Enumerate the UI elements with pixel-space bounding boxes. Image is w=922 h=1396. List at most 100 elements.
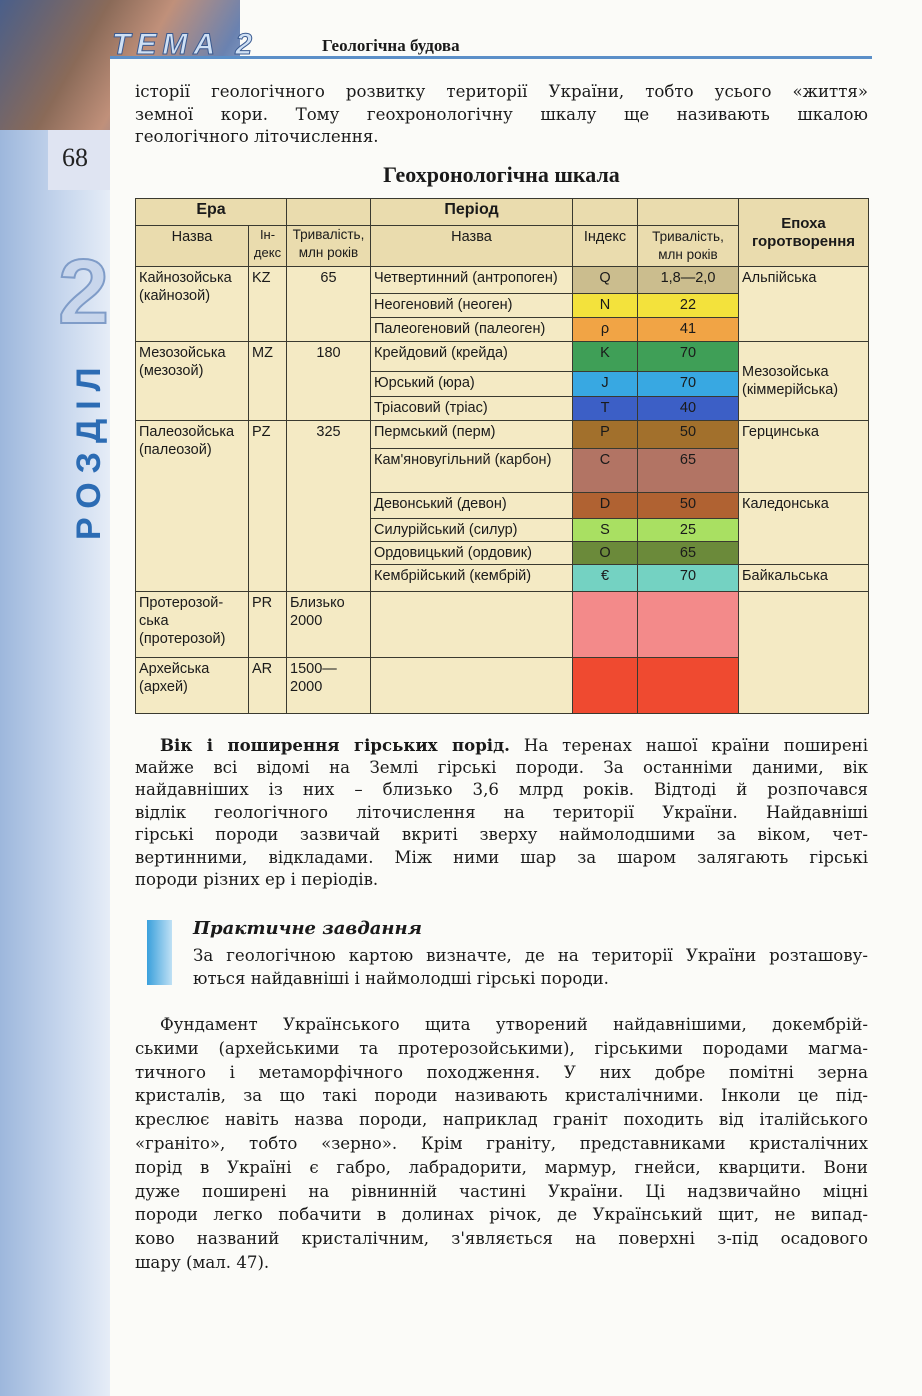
period-duration: 70	[637, 341, 739, 372]
era-index: AR	[248, 657, 287, 714]
header-empty	[572, 198, 638, 226]
practical-task-marker	[147, 920, 172, 985]
period-index: Q	[572, 266, 638, 294]
period-duration: 65	[637, 541, 739, 565]
era-index: PZ	[248, 420, 287, 592]
text-line: креслює навіть назва породи, наприклад г…	[135, 1110, 868, 1130]
text-line: порід в Україні є габро, лабрадорити, ма…	[135, 1157, 868, 1177]
shield-paragraph: Фундамент Українського щита утворений на…	[135, 1013, 868, 1275]
table-row: Кайнозойська (кайнозой) KZ 65 Четвертинний …	[135, 266, 869, 342]
text-line: майже всі відомі на Землі гірські породи…	[135, 757, 868, 777]
period-index-color	[572, 657, 638, 714]
era-duration: Близько 2000	[286, 591, 371, 658]
page-number-box	[48, 130, 110, 190]
table-row: Палеозойська (палеозой) PZ 325 Пермський (п…	[135, 420, 869, 592]
orogeny-epoch-empty	[738, 591, 869, 714]
header-period-name: Назва	[370, 225, 573, 267]
table-row: Юрський (юра) J 70	[136, 371, 869, 397]
text-line: Фундамент Українського щита утворений на…	[160, 1015, 868, 1034]
header-era: Ера	[135, 198, 287, 226]
period-name: Кембрійський (кембрій)	[370, 564, 573, 592]
period-name-empty	[370, 591, 573, 658]
intro-paragraph: історії геологічного розвитку території …	[135, 81, 868, 149]
rocks-paragraph: Вік і поширення гірських порід. На терен…	[135, 734, 868, 892]
text-line: дуже поширені на рівнинній частині Украї…	[135, 1181, 868, 1201]
header-epoch: Епоха горотворення	[738, 198, 869, 267]
period-name: Пермський (перм)	[370, 420, 573, 449]
period-index-color	[572, 591, 638, 658]
orogeny-epoch: Мезозойська (кіммерійська)	[738, 341, 869, 421]
era-name: Кайнозойська (кайнозой)	[135, 266, 249, 342]
era-duration: 180	[286, 341, 371, 421]
period-duration-color	[637, 657, 739, 714]
period-name: Кам'яновугільний (карбон)	[370, 448, 573, 493]
period-name: Крейдовий (крейда)	[370, 341, 573, 372]
era-index: KZ	[248, 266, 287, 342]
period-index: T	[572, 396, 638, 421]
header-period: Період	[370, 198, 573, 226]
text-line: «граніто», тобто «зерно». Крім граніту, …	[135, 1133, 868, 1153]
text-line: тичного і метаморфічного походження. У н…	[135, 1062, 868, 1082]
period-index: K	[572, 341, 638, 372]
text-line: шару (мал. 47).	[135, 1252, 270, 1272]
orogeny-epoch: Байкальська	[738, 564, 869, 592]
era-name: Палеозойська (палеозой)	[135, 420, 249, 592]
text-line: земної кори. Тому геохронологічну шкалу …	[135, 104, 868, 124]
table-row: Девонський (девон) D 50 Каледонська	[136, 492, 869, 565]
page-number: 68	[62, 143, 88, 172]
table-row: Силурійський (силур) S 25	[136, 518, 869, 542]
text-line: ються найдавніші і наймолодші гірські по…	[193, 968, 609, 988]
era-name: Архейська (архей)	[135, 657, 249, 714]
section-sidebar	[0, 130, 110, 1396]
text-line: геологічного літочислення.	[135, 127, 379, 146]
era-duration: 65	[286, 266, 371, 342]
period-duration: 70	[637, 564, 739, 592]
practical-task-text: За геологічною картою визначте, де на те…	[193, 945, 868, 990]
text-line: відлік геологічного літочислення на тери…	[135, 802, 868, 822]
text-line: гірські породи зазвичай вкриті зверху на…	[135, 825, 868, 844]
period-duration: 40	[637, 396, 739, 421]
text-line: історії геологічного розвитку території …	[135, 82, 868, 101]
text-line: породи різних ер і періодів.	[135, 870, 379, 889]
geochronological-table: Ера Період Епоха горотворення Назва Ін-д…	[135, 198, 869, 714]
practical-task-title: Практичне завдання	[193, 918, 422, 939]
era-index: MZ	[248, 341, 287, 421]
orogeny-epoch: Альпійська	[738, 266, 869, 342]
table-title: Геохронологічна шкала	[383, 162, 620, 187]
text-line: кристалів, за що такі породи називають к…	[135, 1086, 868, 1106]
period-index: N	[572, 293, 638, 318]
period-index: O	[572, 541, 638, 565]
header-empty	[286, 198, 371, 226]
period-name: Юрський (юра)	[370, 371, 573, 397]
table-row: Протерозой-ська (протерозой) PR Близько 20…	[135, 591, 869, 714]
period-duration: 50	[637, 492, 739, 519]
period-name: Силурійський (силур)	[370, 518, 573, 542]
period-index: ρ	[572, 317, 638, 342]
era-duration: 325	[286, 420, 371, 592]
section-label: РОЗДІЛ	[70, 358, 108, 541]
era-name: Протерозой-ська (протерозой)	[135, 591, 249, 658]
header-era-name: Назва	[135, 225, 249, 267]
period-duration: 1,8—2,0	[637, 266, 739, 294]
era-index: PR	[248, 591, 287, 658]
period-index: S	[572, 518, 638, 542]
text-line: ково названий кристалічним, з'являється …	[135, 1229, 868, 1249]
table-row: Архейська (архей) AR 1500—2000	[135, 657, 869, 714]
header-banner-image	[0, 0, 240, 135]
table-row: Мезозойська (мезозой) MZ 180 Крейдовий (кре…	[135, 341, 869, 421]
era-duration: 1500—2000	[286, 657, 371, 714]
topic-title: Геологічна будова	[322, 36, 460, 55]
section-number: 2	[57, 240, 110, 344]
orogeny-epoch: Герцинська	[738, 420, 869, 493]
period-duration-color	[637, 591, 739, 658]
period-duration: 65	[637, 448, 739, 493]
period-duration: 25	[637, 518, 739, 542]
period-index: C	[572, 448, 638, 493]
period-duration: 70	[637, 371, 739, 397]
header-period-duration: Тривалість, млн років	[637, 225, 739, 267]
period-duration: 22	[637, 293, 739, 318]
theme-label: ТЕМА 2	[111, 28, 259, 62]
period-name: Тріасовий (тріас)	[370, 396, 573, 421]
period-index: J	[572, 371, 638, 397]
text-line: ськими (архейськими та протерозойськими)…	[135, 1038, 868, 1058]
